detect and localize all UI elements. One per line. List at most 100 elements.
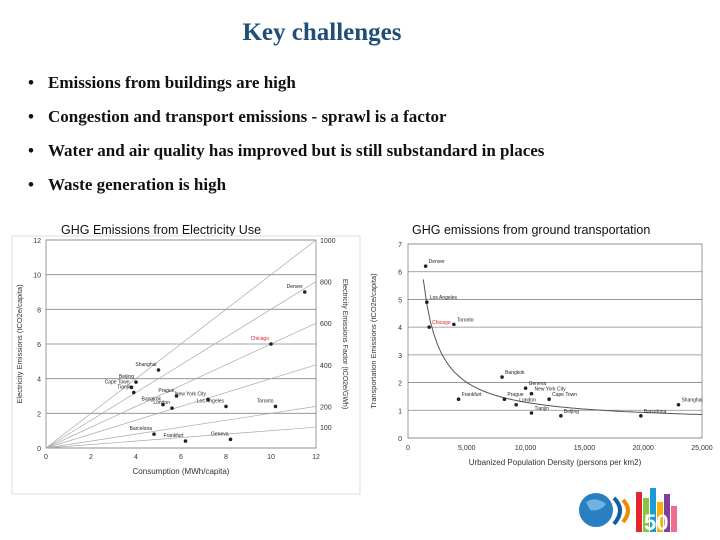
bullet-list: • Emissions from buildings are high • Cong… [28,72,544,208]
arc-icon [612,496,622,526]
arc-icon [621,498,630,524]
bullet-dot-icon: • [28,141,34,160]
data-point [206,397,210,402]
x-tick-label: 6 [179,454,183,461]
point-label: New York City [175,391,207,397]
point-label: New York City [534,387,566,393]
data-point [529,391,534,396]
data-point [502,397,507,401]
point-label: Prague [507,392,523,398]
x-tick-label: 15,000 [574,445,596,452]
emission-factor-line [45,426,317,449]
y-tick-label: 12 [33,238,41,245]
data-point [269,342,273,346]
y-tick-label: 5 [398,297,402,304]
y-tick-label: 4 [398,325,402,332]
point-label: Denver [429,259,445,265]
y-tick-label: 3 [398,353,402,360]
point-label: London [519,398,536,404]
y-tick-label: 6 [37,342,41,349]
point-label: Denver [287,284,303,290]
data-point [639,414,643,418]
bar-icon [643,498,649,532]
bar-icon [650,488,656,532]
data-point [224,404,228,409]
point-label: Bangkok [505,370,525,376]
data-point [228,437,233,442]
point-label: Chicago [251,336,270,342]
point-label: Shanghai [135,362,156,368]
point-label: London [153,400,170,406]
x-tick-label: 0 [406,445,410,452]
factor-tick-label: 400 [320,363,332,370]
point-label: Cape Town [105,379,130,385]
data-point [302,290,307,294]
y-tick-label: 2 [398,381,402,388]
point-label: Los Angeles [197,398,225,404]
bullet-item: • Water and air quality has improved but … [28,140,544,174]
point-label: Tianjin [534,406,549,412]
x-tick-label: 10,000 [515,445,537,452]
point-label: Barcelona [644,409,667,415]
bullet-item: • Congestion and transport emissions - sp… [28,106,544,140]
oecd-50-logo: 50 [579,488,677,535]
bullet-text: Congestion and transport emissions - spr… [48,107,447,126]
y-tick-label: 7 [398,242,402,249]
data-point [514,402,518,407]
bullet-dot-icon: • [28,175,34,194]
data-point [170,406,174,410]
bullet-text: Waste generation is high [48,175,227,194]
bar-icon [671,506,677,532]
data-point [273,404,278,409]
data-point [174,394,179,398]
factor-tick-label: 600 [320,321,332,328]
emission-factor-line [45,406,317,449]
bar-icon [657,502,663,532]
y-tick-label: 2 [37,411,41,418]
factor-tick-label: 200 [320,404,332,411]
point-label: Barcelona [129,426,152,432]
x-tick-label: 12 [312,454,320,461]
transport-emissions-chart: 0 1 2 3 4 5 6 7 0 5,000 10,000 15,000 20,000 25,000 De… [369,242,713,467]
x-tick-label: 20,000 [632,445,654,452]
emission-factor-line [45,239,317,449]
y-tick-label: 8 [37,307,41,314]
point-label: Cape Town [552,392,577,398]
point-label: Bangkok [142,397,162,403]
data-point [152,432,156,436]
chart-title-transport: GHG emissions from ground transportation [412,223,651,237]
bullet-text: Water and air quality has improved but i… [48,141,545,160]
bullet-item: • Emissions from buildings are high [28,72,544,106]
x-axis-label: Consumption (MWh/capita) [133,467,230,476]
data-point [456,397,461,401]
bullet-dot-icon: • [28,73,34,92]
chart-frame [11,235,361,495]
data-point [156,368,161,372]
point-label: Prague [158,388,174,394]
x-tick-label: 0 [44,454,48,461]
point-label: Geneva [529,381,547,387]
x-tick-label: 8 [224,454,228,461]
data-point [529,411,534,415]
bullet-text: Emissions from buildings are high [48,73,296,92]
x-tick-label: 25,000 [691,445,713,452]
x-tick-label: 2 [89,454,93,461]
factor-tick-label: 100 [320,425,332,432]
point-label: Geneva [211,431,229,437]
bar-icon [664,494,670,532]
y-axis-label: Electricity Emissions (tCO2e/capita) [15,284,24,404]
y-tick-label: 10 [33,273,41,280]
x-axis-label: Urbanized Population Density (persons pe… [469,458,642,467]
point-label: Frankfurt [462,392,483,398]
y-tick-label: 0 [37,446,41,453]
chart-title-electricity: GHG Emissions from Electricity Use [61,223,262,237]
data-point [452,322,456,327]
data-point [425,300,429,304]
point-label: Chicago [432,320,451,326]
data-point [129,385,134,390]
x-tick-label: 5,000 [458,445,476,452]
y-tick-label: 0 [398,436,402,443]
x-tick-label: 4 [134,454,138,461]
data-point [523,386,528,390]
bullet-item: • Waste generation is high [28,174,544,208]
